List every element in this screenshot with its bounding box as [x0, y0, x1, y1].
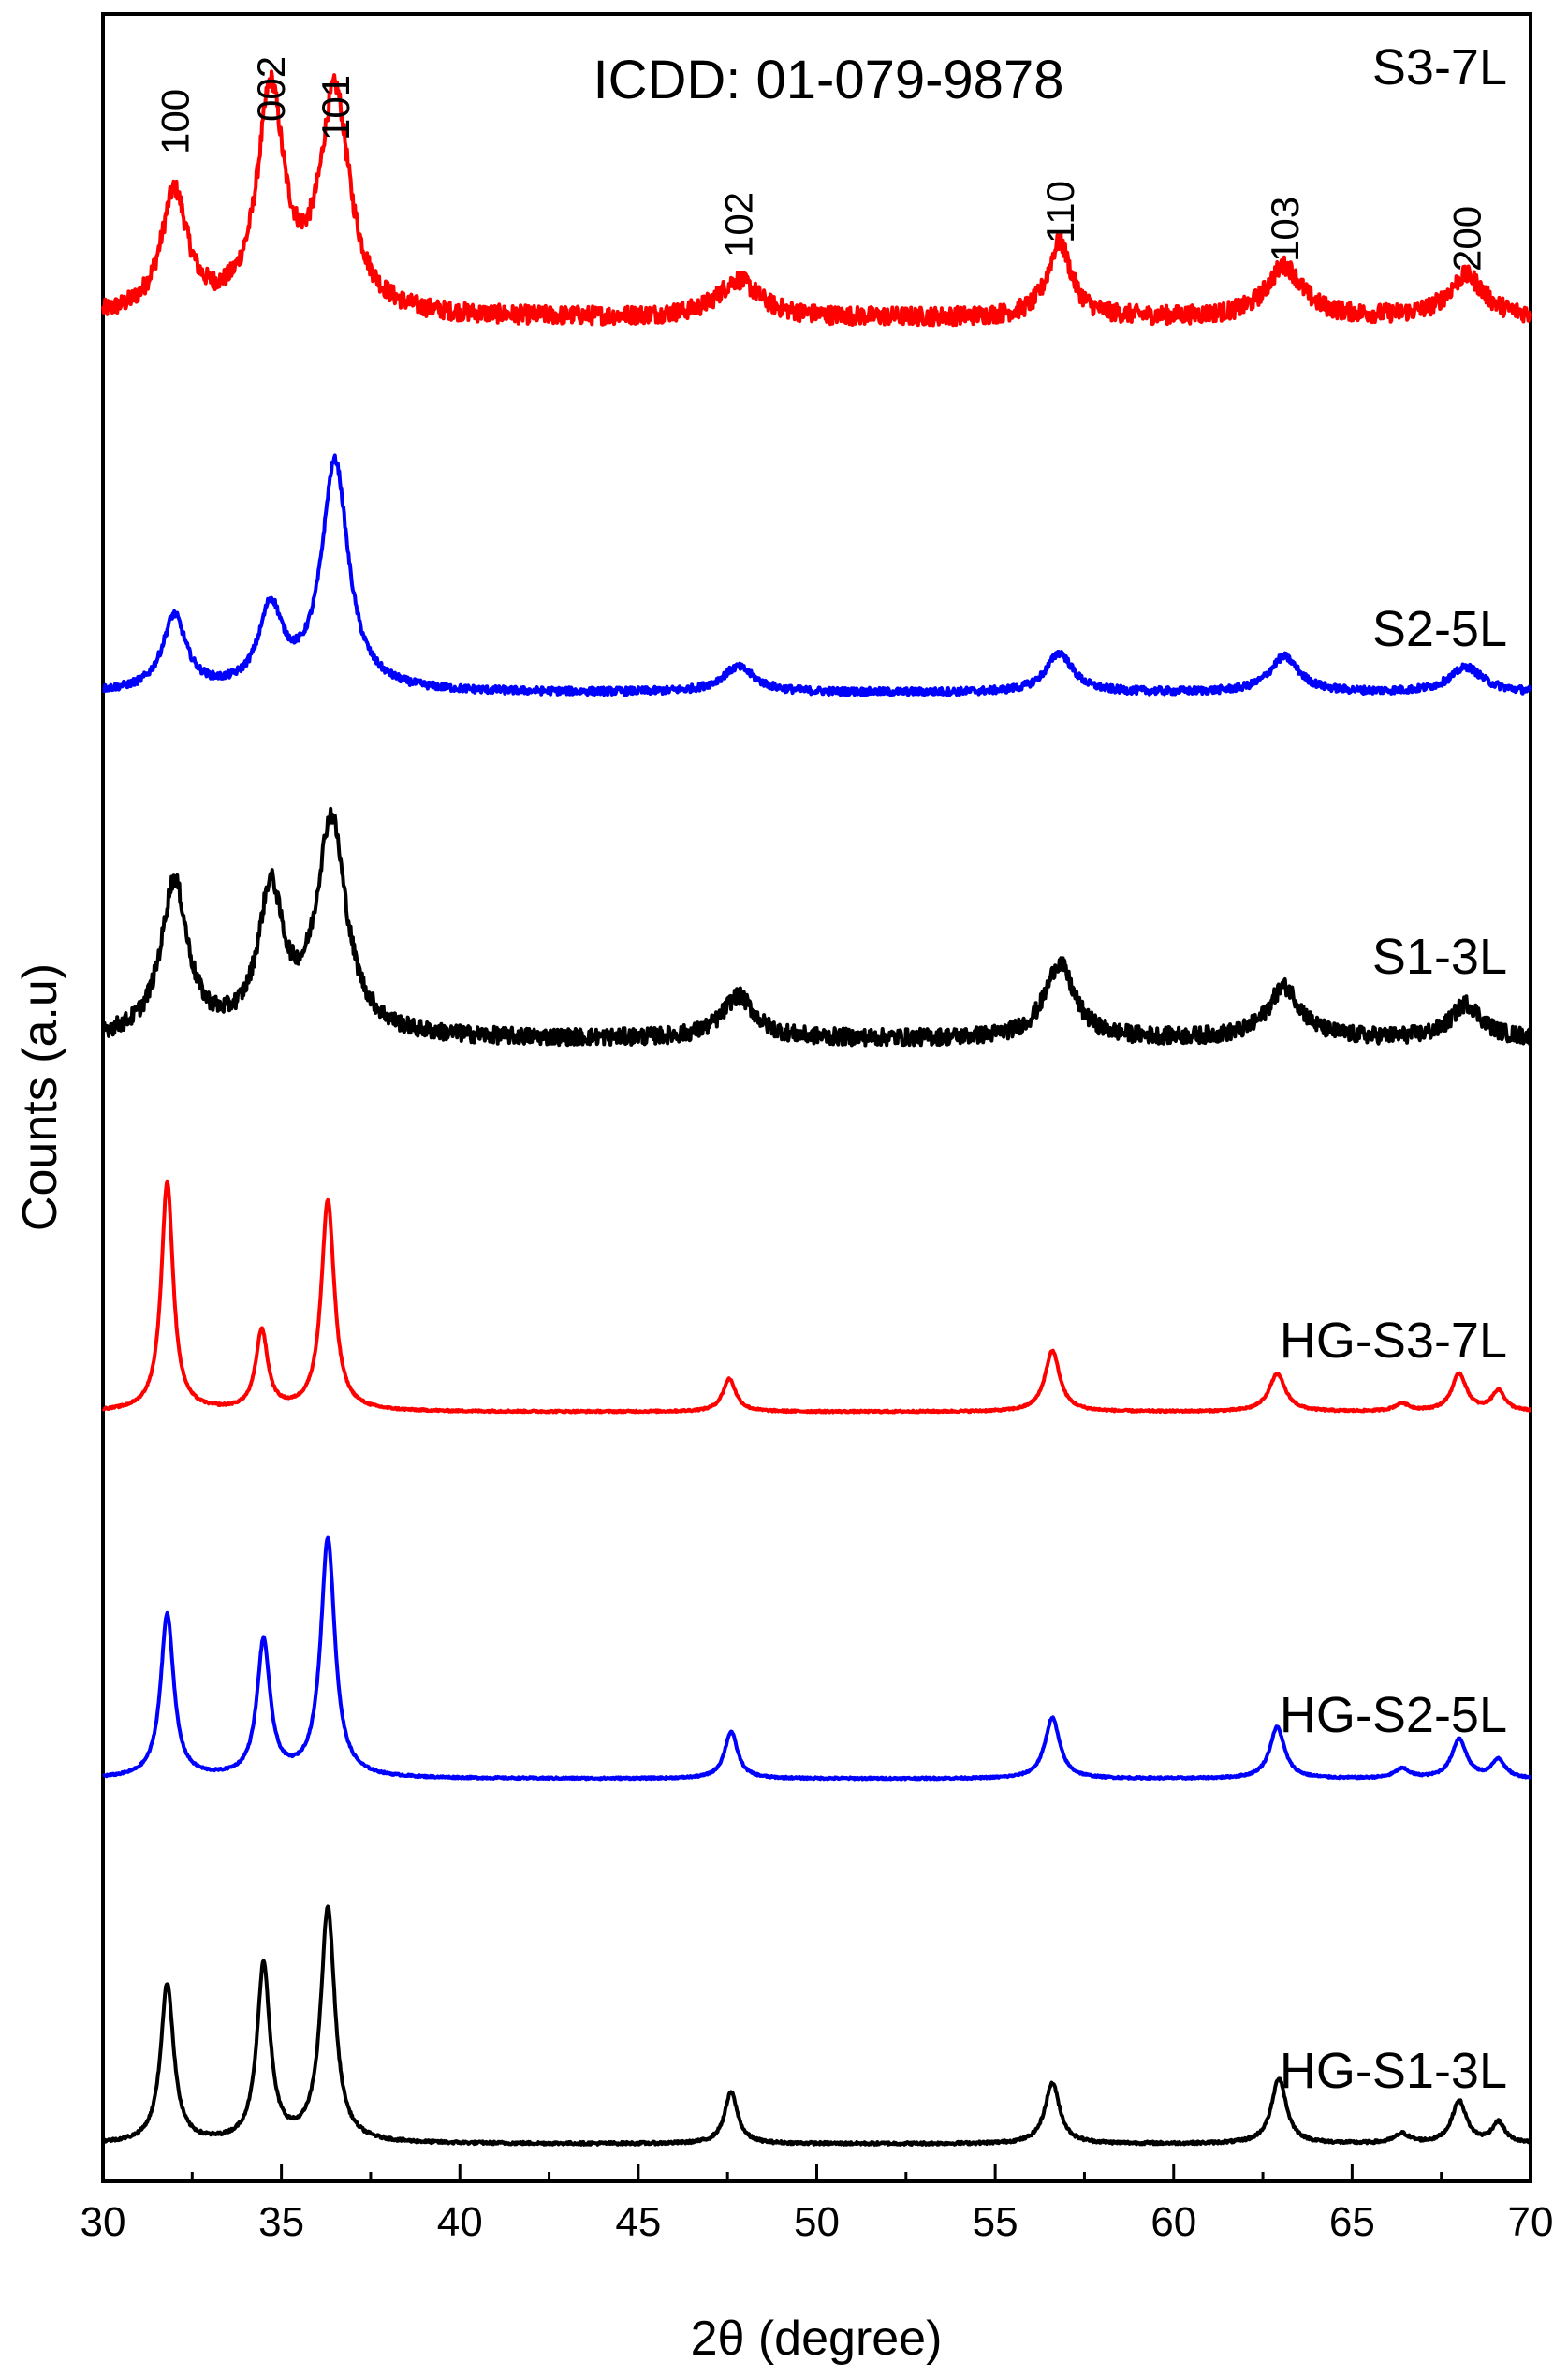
x-tick-label-70: 70: [1508, 2199, 1554, 2245]
sample-label-s2-5l: S2-5L: [1372, 601, 1507, 657]
series-layer: [101, 69, 1532, 2147]
x-tick-label-60: 60: [1150, 2199, 1196, 2245]
peak-label-110: 110: [1038, 181, 1082, 243]
peak-label-103: 103: [1263, 197, 1307, 262]
annotation-layer: 100 002 101 102 110 103 200: [153, 56, 1488, 271]
sample-label-hg-s2-5l: HG-S2-5L: [1280, 1687, 1507, 1743]
sample-label-s1-3l: S1-3L: [1372, 929, 1507, 985]
sample-label-s3-7l: S3-7L: [1372, 39, 1507, 95]
x-axis-ticks: 30 35 40 45 50 55 60 65 70: [81, 2164, 1554, 2245]
plot-frame: [101, 12, 1532, 2183]
peak-label-002: 002: [249, 56, 293, 122]
peak-label-102: 102: [717, 192, 761, 257]
x-tick-label-40: 40: [437, 2199, 483, 2245]
x-tick-label-65: 65: [1329, 2199, 1375, 2245]
x-tick-label-35: 35: [258, 2199, 304, 2245]
peak-label-101: 101: [314, 75, 358, 140]
sample-label-hg-s1-3l: HG-S1-3L: [1280, 2043, 1507, 2099]
series-line-s1-3l: [101, 806, 1532, 1048]
series-line-hg-s3-7l: [101, 1179, 1532, 1415]
x-tick-label-45: 45: [615, 2199, 661, 2245]
series-line-s2-5l: [101, 453, 1532, 697]
peak-label-100: 100: [153, 89, 197, 154]
x-tick-label-50: 50: [794, 2199, 840, 2245]
x-tick-label-55: 55: [973, 2199, 1018, 2245]
sample-label-layer: S3-7L S2-5L S1-3L HG-S3-7L HG-S2-5L HG-S1-3L: [1280, 39, 1507, 2099]
y-axis-title: Counts (a.u): [13, 963, 67, 1231]
x-tick-label-30: 30: [81, 2199, 126, 2245]
series-line-hg-s1-3l: [101, 1904, 1532, 2147]
sample-label-hg-s3-7l: HG-S3-7L: [1280, 1313, 1507, 1369]
peak-label-200: 200: [1444, 206, 1488, 271]
series-line-hg-s2-5l: [101, 1535, 1532, 1782]
icdd-annotation: ICDD: 01-079-9878: [593, 50, 1064, 110]
series-line-s3-7l: [101, 69, 1532, 328]
x-axis-title: 2θ (degree): [691, 2311, 943, 2366]
